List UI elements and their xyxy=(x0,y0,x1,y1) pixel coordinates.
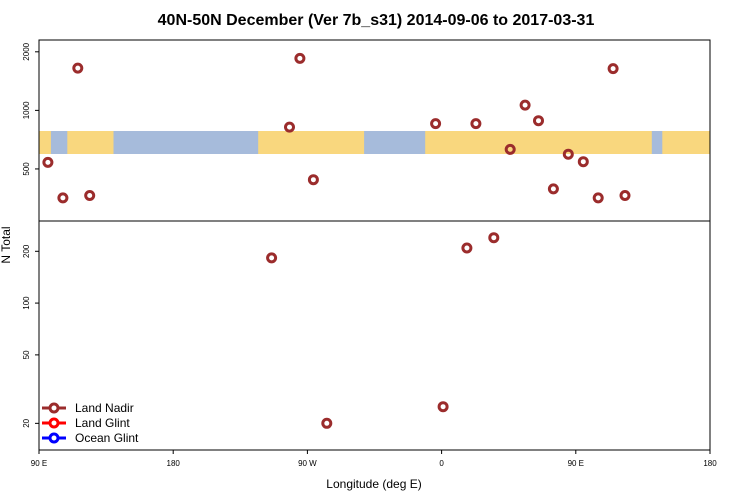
y-tick-label: 20 xyxy=(22,418,31,427)
world-map-band xyxy=(39,131,710,154)
data-point xyxy=(470,118,482,130)
map-land-segment xyxy=(425,131,652,154)
x-tick-label: 90 E xyxy=(31,459,47,468)
data-point xyxy=(504,143,516,155)
x-tick-label: 180 xyxy=(167,459,181,468)
data-point xyxy=(42,156,54,168)
chart-title: 40N-50N December (Ver 7b_s31) 2014-09-06… xyxy=(158,12,595,29)
data-point xyxy=(284,121,295,133)
legend-label: Land Glint xyxy=(75,416,130,430)
data-point xyxy=(57,192,69,204)
legend-label: Ocean Glint xyxy=(75,431,139,445)
y-axis-label: N Total xyxy=(0,226,13,263)
legend-marker xyxy=(48,432,60,444)
x-tick-label: 90 W xyxy=(298,459,317,468)
data-point xyxy=(307,174,319,186)
data-point xyxy=(72,62,84,74)
data-point xyxy=(430,118,442,130)
data-point xyxy=(577,156,589,168)
data-point xyxy=(547,183,559,195)
x-axis-label: Longitude (deg E) xyxy=(326,477,421,491)
map-land-segment xyxy=(662,131,710,154)
x-tick-label: 90 E xyxy=(568,459,584,468)
map-land-segment xyxy=(258,131,365,154)
y-axis-ticks: 20 50 100 200 500 1000 2000 xyxy=(22,42,39,428)
data-point xyxy=(437,401,449,413)
x-tick-label: 180 xyxy=(703,459,717,468)
map-land-segment xyxy=(39,131,51,154)
x-tick-label: 0 xyxy=(439,459,444,468)
data-point xyxy=(562,148,574,160)
y-tick-label: 2000 xyxy=(22,42,31,60)
legend-label: Land Nadir xyxy=(75,401,134,415)
data-point xyxy=(488,232,500,244)
data-point xyxy=(294,52,306,64)
data-point xyxy=(519,99,531,111)
y-tick-label: 500 xyxy=(22,162,31,176)
y-tick-label: 100 xyxy=(22,296,31,310)
data-point xyxy=(266,252,278,264)
data-point xyxy=(461,242,473,254)
data-point xyxy=(533,115,544,127)
data-point xyxy=(84,190,96,201)
y-tick-label: 200 xyxy=(22,244,31,258)
data-point xyxy=(607,63,619,75)
data-point xyxy=(619,190,631,201)
data-point xyxy=(321,417,333,429)
y-tick-label: 50 xyxy=(22,350,31,359)
data-points xyxy=(42,52,631,429)
y-tick-label: 1000 xyxy=(22,101,31,119)
legend-marker xyxy=(48,402,60,414)
plot-frame xyxy=(38,39,711,451)
data-point xyxy=(592,192,604,204)
x-axis-ticks: 90 E 180 90 W 0 90 E 180 xyxy=(31,450,717,468)
map-land-segment xyxy=(67,131,114,154)
legend-marker xyxy=(48,417,60,429)
